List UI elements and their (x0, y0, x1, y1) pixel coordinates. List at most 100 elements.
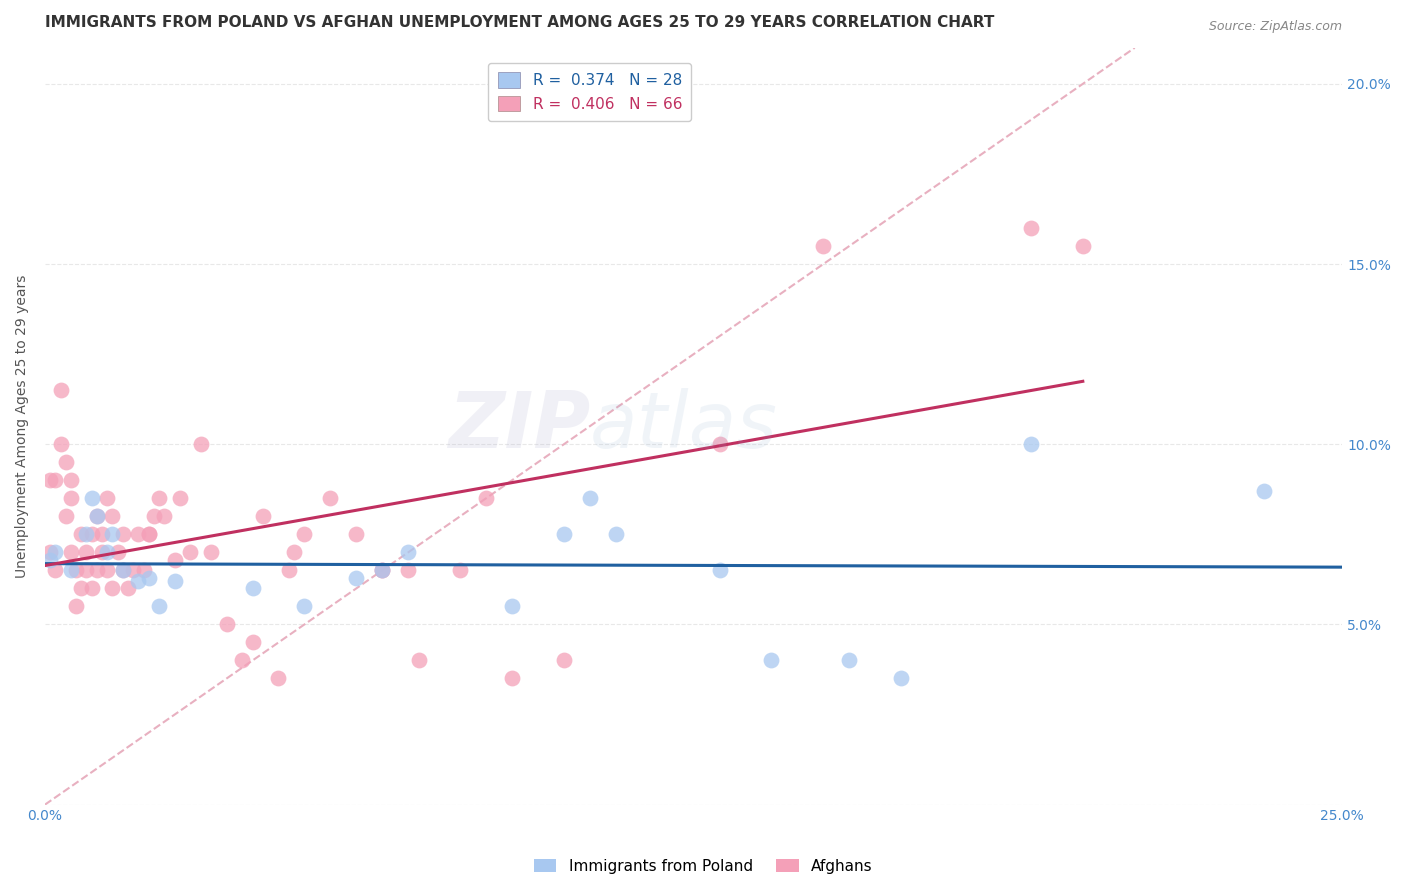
Point (148, 491, 170, 506)
Text: atlas: atlas (591, 388, 778, 464)
Point (553, 527, 575, 541)
Point (200, 545, 222, 559)
Point (59, 473, 82, 487)
Point (86, 509, 108, 524)
Point (59, 491, 82, 506)
Text: IMMIGRANTS FROM POLAND VS AFGHAN UNEMPLOYMENT AMONG AGES 25 TO 29 YEARS CORRELAT: IMMIGRANTS FROM POLAND VS AFGHAN UNEMPLO… (45, 15, 994, 30)
Point (49, 383, 72, 397)
Point (449, 563, 471, 577)
Point (59, 545, 82, 559)
Point (96, 491, 118, 506)
Point (86, 509, 108, 524)
Point (80, 582, 103, 596)
Point (107, 545, 129, 559)
Legend: R =  0.374   N = 28, R =  0.406   N = 66: R = 0.374 N = 28, R = 0.406 N = 66 (488, 63, 692, 121)
Point (80, 491, 103, 506)
Point (838, 653, 860, 667)
Point (761, 653, 783, 667)
Point (501, 672, 523, 686)
Point (44, 473, 66, 487)
Point (142, 509, 165, 524)
Point (76, 545, 98, 559)
Point (138, 527, 160, 541)
Point (148, 599, 170, 614)
Point (371, 563, 394, 577)
Point (890, 672, 912, 686)
Point (39, 473, 62, 487)
Point (242, 582, 264, 596)
Point (49, 437, 72, 451)
Point (344, 571, 367, 585)
Text: Source: ZipAtlas.com: Source: ZipAtlas.com (1209, 20, 1343, 33)
Point (163, 552, 186, 566)
Point (44, 563, 66, 577)
Point (294, 599, 316, 614)
Point (709, 437, 731, 451)
Point (1019, 221, 1042, 235)
Point (101, 509, 124, 524)
Point (1071, 239, 1094, 253)
Point (242, 635, 264, 649)
Point (813, 239, 835, 253)
Point (70, 582, 93, 596)
Point (215, 617, 238, 632)
Point (179, 545, 201, 559)
Point (80, 527, 103, 541)
Point (101, 527, 124, 541)
Point (475, 491, 498, 506)
Point (283, 545, 305, 559)
Point (605, 527, 627, 541)
Point (91, 545, 114, 559)
Point (39, 545, 62, 559)
Point (91, 527, 114, 541)
Point (408, 653, 430, 667)
Point (553, 653, 575, 667)
Y-axis label: Unemployment Among Ages 25 to 29 years: Unemployment Among Ages 25 to 29 years (15, 275, 30, 578)
Point (96, 563, 118, 577)
Point (371, 563, 394, 577)
Point (44, 545, 66, 559)
Point (76, 563, 98, 577)
Point (132, 563, 155, 577)
Point (294, 527, 316, 541)
Point (65, 599, 87, 614)
Point (59, 563, 82, 577)
Point (127, 574, 149, 589)
Point (501, 599, 523, 614)
Point (96, 545, 118, 559)
Point (122, 563, 145, 577)
Point (65, 563, 87, 577)
Point (396, 563, 419, 577)
Point (1253, 484, 1275, 499)
Point (111, 563, 134, 577)
Point (55, 509, 77, 524)
Point (231, 653, 253, 667)
Point (344, 527, 367, 541)
Point (371, 563, 394, 577)
Point (267, 672, 290, 686)
Point (76, 527, 98, 541)
Point (169, 491, 191, 506)
Point (252, 509, 274, 524)
Point (39, 552, 62, 566)
Point (101, 582, 124, 596)
Legend: Immigrants from Poland, Afghans: Immigrants from Poland, Afghans (527, 853, 879, 880)
Point (111, 527, 134, 541)
Text: ZIP: ZIP (447, 388, 591, 464)
Point (138, 527, 160, 541)
Point (111, 563, 134, 577)
Point (153, 509, 176, 524)
Point (396, 545, 419, 559)
Point (579, 491, 602, 506)
Point (55, 455, 77, 469)
Point (86, 563, 108, 577)
Point (709, 563, 731, 577)
Point (117, 582, 139, 596)
Point (127, 527, 149, 541)
Point (319, 491, 342, 506)
Point (163, 574, 186, 589)
Point (190, 437, 212, 451)
Point (1019, 437, 1042, 451)
Point (277, 563, 299, 577)
Point (70, 527, 93, 541)
